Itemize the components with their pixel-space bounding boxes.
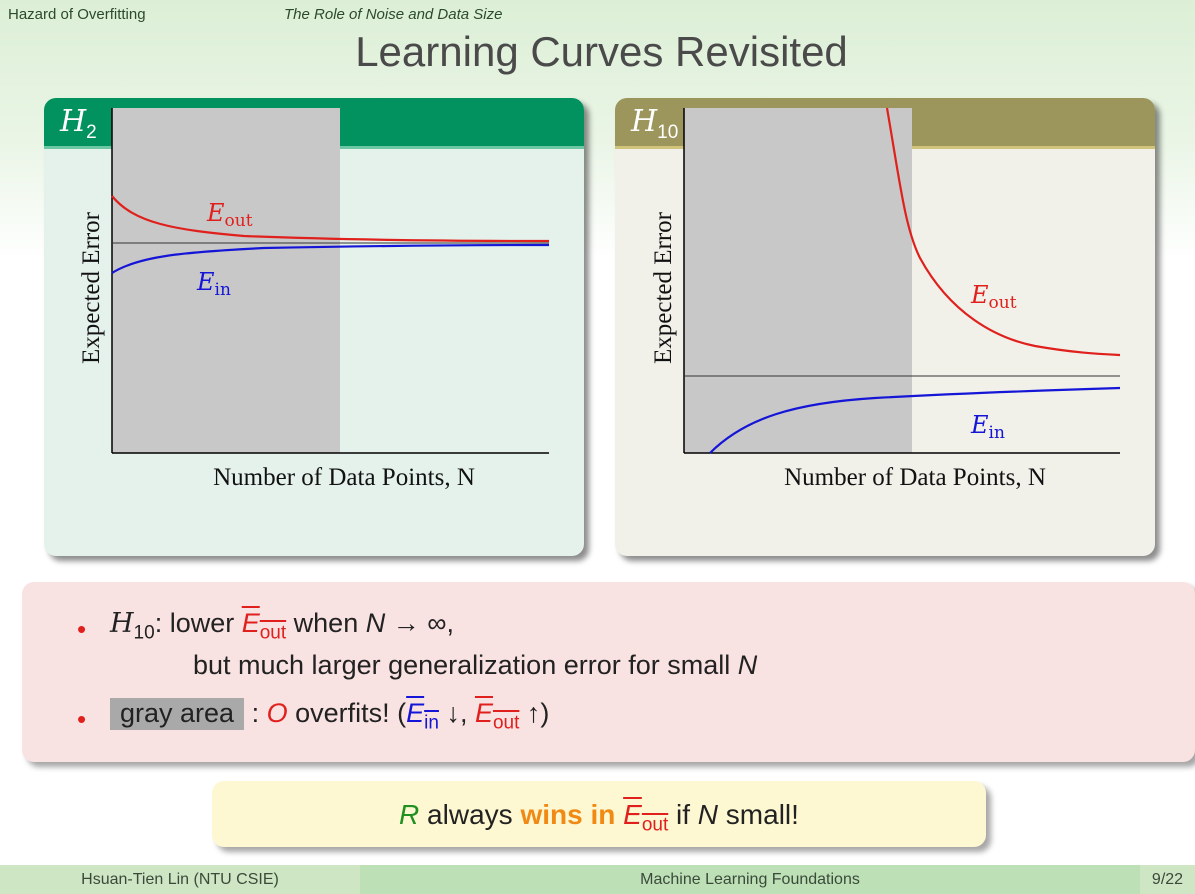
ein-bar-inline: Ein (406, 698, 439, 734)
h2-y-axis-label: Expected Error (78, 211, 105, 364)
h2-eout-curve (111, 195, 550, 243)
h2-ein-label: Ein (196, 268, 231, 300)
h10-y-axis-label: Expected Error (650, 211, 677, 364)
header-bar: Hazard of Overfitting The Role of Noise … (0, 0, 1195, 28)
subsection-label: The Role of Noise and Data Size (284, 6, 503, 23)
h2-ein-curve (111, 243, 550, 274)
h10-inline: H10 (110, 608, 155, 644)
h10-overfit-region (684, 108, 912, 453)
footer-page-number: 9/22 (1140, 865, 1195, 894)
bullet-box: • H10: lower Eout when N → ∞, but much l… (22, 582, 1195, 762)
section-label: Hazard of Overfitting (8, 6, 146, 23)
h2-learning-curve-chart: Eout Ein Expected Error Number of Data P… (78, 108, 550, 491)
bullet-1-line-1: H10: lower Eout when N → ∞, (110, 608, 454, 644)
h10-ein-curve (709, 386, 1121, 454)
footer-bar: Hsuan-Tien Lin (NTU CSIE) Machine Learni… (0, 865, 1195, 894)
h2-x-axis-label: Number of Data Points, N (213, 464, 475, 491)
h2-eout-label: Eout (206, 199, 253, 231)
h2-symbol: H (60, 104, 87, 139)
bullet-dot-2: • (77, 704, 87, 734)
h2-block: H2 Eout Ein Expected Error Number of Dat… (44, 98, 584, 556)
h2-subscript: 2 (86, 122, 97, 143)
remark-box: R always wins in Eout if N small! (212, 781, 986, 847)
h10-ein-label: Ein (970, 411, 1005, 443)
footer-author: Hsuan-Tien Lin (NTU CSIE) (0, 865, 360, 894)
eout-bar-inline: Eout (241, 608, 287, 644)
footer-course: Machine Learning Foundations (360, 865, 1140, 894)
h10-x-axis-label: Number of Data Points, N (784, 464, 1046, 491)
bullet-2-line: gray area : O overfits! (Ein ↓, Eout ↑) (110, 698, 549, 734)
h2-overfit-region (112, 108, 340, 453)
h10-block: H10 Eout Ein Expected Error Number of Da… (615, 98, 1155, 556)
eout-bar-remark: Eout (623, 799, 669, 836)
h10-eout-label: Eout (970, 281, 1017, 313)
bullet-dot-1: • (77, 614, 87, 644)
slide-title: Learning Curves Revisited (355, 28, 848, 75)
bullet-1-line-2: but much larger generalization error for… (193, 650, 758, 680)
h10-subscript: 10 (657, 122, 679, 143)
gray-area-chip: gray area (110, 698, 245, 730)
h10-symbol: H (631, 104, 658, 139)
h10-eout-curve (885, 107, 1121, 357)
eout-bar-inline-2: Eout (474, 698, 520, 734)
h10-learning-curve-chart: Eout Ein Expected Error Number of Data P… (650, 107, 1121, 491)
